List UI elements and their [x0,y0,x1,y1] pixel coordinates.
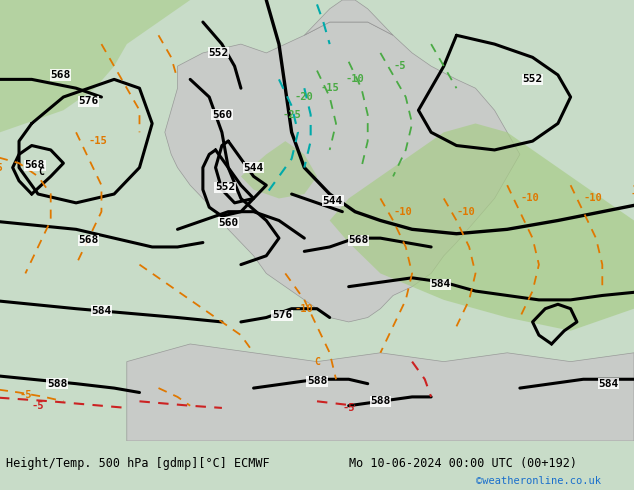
Text: -5: -5 [32,401,44,411]
Text: -15: -15 [0,163,3,172]
Text: -10: -10 [393,207,412,217]
Text: -20: -20 [295,92,314,102]
Text: 588: 588 [307,376,327,387]
Text: 544: 544 [243,163,264,172]
Polygon shape [127,344,634,441]
Text: 588: 588 [47,379,67,389]
Text: 584: 584 [91,306,112,316]
Text: Height/Temp. 500 hPa [gdmp][°C] ECMWF: Height/Temp. 500 hPa [gdmp][°C] ECMWF [6,457,270,469]
Text: -15: -15 [320,83,339,93]
Text: 544: 544 [323,196,343,206]
Text: -10: -10 [631,189,634,199]
Text: 584: 584 [598,379,619,389]
Polygon shape [241,141,317,198]
Text: 568: 568 [25,160,45,171]
Text: -10: -10 [346,74,365,84]
Polygon shape [0,0,190,132]
Text: 568: 568 [50,70,70,80]
Text: 552: 552 [209,48,229,58]
Text: -5: -5 [342,403,355,413]
Text: ©weatheronline.co.uk: ©weatheronline.co.uk [476,476,600,486]
Text: 560: 560 [218,218,238,228]
Text: 552: 552 [215,182,235,193]
Text: 568: 568 [348,235,368,245]
Text: -25: -25 [282,110,301,120]
Text: -10: -10 [583,194,602,203]
Text: 560: 560 [212,110,232,120]
Polygon shape [330,123,634,331]
Text: -5: -5 [393,61,406,71]
Text: 568: 568 [79,235,99,245]
Polygon shape [304,0,393,35]
Text: 584: 584 [430,279,451,290]
Text: C: C [314,357,320,367]
Text: -10: -10 [456,207,476,217]
Text: -10: -10 [295,304,314,314]
Text: -5: -5 [19,390,32,400]
Text: Mo 10-06-2024 00:00 UTC (00+192): Mo 10-06-2024 00:00 UTC (00+192) [349,457,577,469]
Text: 576: 576 [79,97,99,106]
Polygon shape [165,22,520,322]
Text: 588: 588 [370,396,391,406]
Text: 552: 552 [522,74,543,84]
Text: -10: -10 [520,194,539,203]
Text: 576: 576 [272,310,292,320]
Text: C: C [38,167,44,177]
Text: -15: -15 [89,136,108,146]
